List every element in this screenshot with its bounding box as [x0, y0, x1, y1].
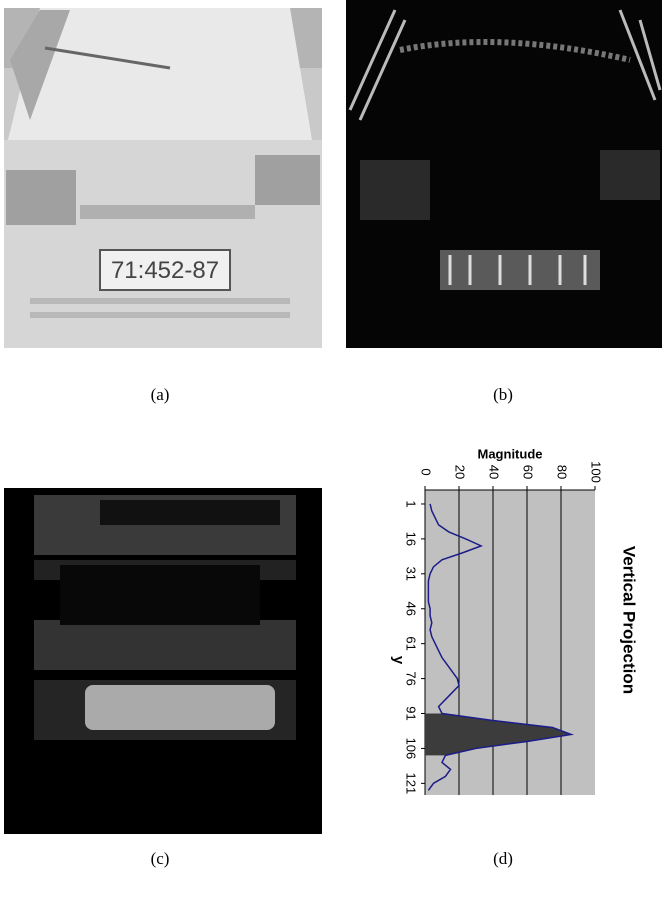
photo-edges [346, 0, 662, 348]
x-tick-label: 40 [487, 465, 502, 479]
x-tick-label: 80 [555, 465, 570, 479]
chart: 0 20 40 60 80 100 1 16 31 46 61 76 91 106 121 Magnitude… [390, 446, 638, 795]
x-tick-label: 20 [453, 465, 468, 479]
y-tick-label: 16 [404, 532, 419, 546]
figure: 71:452-87 (a) (b) (c) (d) 0 20 40 60 80 100 1 1… [0, 0, 664, 900]
chart-title: Vertical Projection [620, 546, 639, 694]
x-tick-label: 60 [521, 465, 536, 479]
y-tick-label: 91 [404, 706, 419, 720]
caption: (b) [493, 385, 513, 404]
caption: (d) [493, 849, 513, 868]
x-tick-label: 100 [589, 461, 604, 483]
y-tick-label: 121 [404, 773, 419, 795]
y-tick-label: 106 [404, 738, 419, 760]
plate-text: 71:452-87 [111, 257, 219, 284]
photo-car: 71:452-87 [4, 8, 322, 348]
photo-smoothed [4, 488, 322, 834]
y-tick-label: 1 [404, 500, 419, 507]
x-tick-label: 0 [419, 468, 434, 475]
axis-title: y [390, 656, 407, 665]
y-tick-label: 31 [404, 567, 419, 581]
y-tick-label: 61 [404, 636, 419, 650]
caption: (a) [151, 385, 170, 404]
y-tick-label: 46 [404, 602, 419, 616]
y-tick-label: 76 [404, 671, 419, 685]
axis-title: Magnitude [478, 446, 543, 461]
caption: (c) [151, 849, 170, 868]
